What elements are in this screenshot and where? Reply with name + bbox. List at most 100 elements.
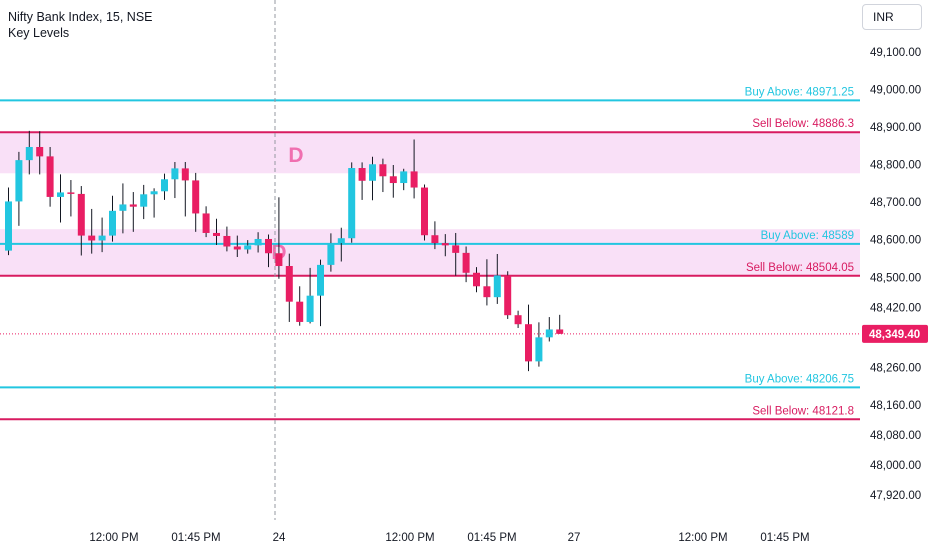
candle[interactable] — [181, 162, 189, 217]
candle[interactable] — [5, 187, 12, 256]
candle-body — [525, 324, 532, 362]
y-tick-label: 48,500.00 — [870, 272, 921, 284]
svg-text:48,349.40: 48,349.40 — [869, 329, 920, 341]
candle[interactable] — [46, 146, 54, 207]
candle-body — [473, 272, 480, 287]
candle[interactable] — [348, 162, 356, 243]
candle[interactable] — [400, 168, 408, 191]
candle[interactable] — [514, 310, 522, 328]
supply-zone — [0, 132, 860, 174]
x-tick-label: 01:45 PM — [467, 532, 516, 544]
supply-zone — [0, 229, 860, 276]
candle[interactable] — [88, 208, 96, 254]
y-tick-label: 48,260.00 — [870, 362, 921, 374]
candle-body — [348, 168, 356, 239]
candle[interactable] — [202, 206, 210, 238]
candle[interactable] — [369, 156, 376, 201]
candle[interactable] — [493, 253, 501, 304]
candle[interactable] — [452, 232, 460, 276]
candle-body — [400, 171, 408, 184]
candle-body — [535, 337, 543, 362]
last-price-badge: 48,349.40 — [862, 324, 928, 343]
candle[interactable] — [161, 173, 168, 200]
candle-body — [545, 329, 553, 338]
candle[interactable] — [109, 195, 116, 242]
candle[interactable] — [462, 246, 470, 283]
candle-body — [337, 238, 345, 244]
candle[interactable] — [254, 232, 262, 253]
candle[interactable] — [473, 267, 480, 293]
candle[interactable] — [77, 186, 85, 256]
candle[interactable] — [67, 180, 75, 217]
candle[interactable] — [296, 286, 304, 326]
candle[interactable] — [119, 183, 127, 234]
candle-body — [410, 171, 418, 188]
candle[interactable] — [98, 217, 106, 253]
candle-body — [88, 235, 96, 241]
candle[interactable] — [317, 259, 324, 327]
candle-body — [556, 329, 564, 334]
candle[interactable] — [192, 172, 200, 232]
candle-body — [15, 160, 23, 202]
candle[interactable] — [504, 271, 512, 319]
candle[interactable] — [223, 226, 231, 252]
candle-body — [109, 210, 116, 236]
candle[interactable] — [379, 158, 387, 193]
candle[interactable] — [25, 130, 33, 175]
candle[interactable] — [337, 227, 345, 262]
candle-body — [389, 176, 397, 184]
candle[interactable] — [556, 314, 564, 334]
candle-body — [5, 201, 12, 251]
candle-body — [452, 245, 460, 253]
candle[interactable] — [150, 188, 158, 218]
candle-body — [421, 187, 428, 236]
candle[interactable] — [140, 184, 148, 220]
y-tick-label: 48,080.00 — [870, 430, 921, 442]
candle[interactable] — [483, 259, 491, 306]
candle-body — [25, 146, 33, 161]
candle[interactable] — [15, 151, 23, 226]
symbol-title: Nifty Bank Index, 15, NSE — [8, 10, 153, 24]
candle-body — [57, 192, 64, 197]
candle[interactable] — [244, 240, 252, 254]
candle-body — [213, 232, 220, 236]
y-tick-label: 48,000.00 — [870, 460, 921, 472]
candle[interactable] — [535, 322, 543, 367]
candle-body — [171, 168, 179, 180]
candle-body — [36, 146, 44, 157]
sell-level-label: Sell Below: 48121.8 — [752, 405, 854, 417]
buy-level-label: Buy Above: 48589 — [761, 230, 854, 242]
candle[interactable] — [306, 267, 314, 324]
candle[interactable] — [545, 317, 553, 342]
x-tick-label: 12:00 PM — [385, 532, 434, 544]
candle-body — [462, 252, 470, 273]
candles-layer — [5, 130, 564, 372]
candle-body — [514, 315, 522, 325]
candle[interactable] — [36, 131, 44, 175]
buy-level-label: Buy Above: 48206.75 — [745, 373, 854, 385]
candle[interactable] — [233, 235, 241, 257]
y-tick-label: 48,800.00 — [870, 160, 921, 172]
candle[interactable] — [358, 162, 366, 200]
candle[interactable] — [265, 234, 272, 268]
candle[interactable] — [57, 174, 64, 223]
x-tick-label: 24 — [273, 532, 286, 544]
candle[interactable] — [421, 184, 428, 241]
candle-body — [317, 264, 324, 296]
candle[interactable] — [441, 234, 449, 257]
candle[interactable] — [275, 197, 283, 279]
candle[interactable] — [389, 165, 397, 198]
candle[interactable] — [525, 304, 532, 372]
candle-body — [77, 193, 85, 236]
candle[interactable] — [171, 162, 179, 199]
candle[interactable] — [213, 218, 220, 245]
candle[interactable] — [431, 221, 439, 250]
candle[interactable] — [327, 233, 335, 272]
candle[interactable] — [285, 253, 293, 322]
candle[interactable] — [410, 139, 418, 199]
candle[interactable] — [129, 192, 137, 232]
currency-selector[interactable]: INR — [862, 4, 922, 30]
candle-body — [129, 204, 137, 207]
x-tick-label: 12:00 PM — [89, 532, 138, 544]
